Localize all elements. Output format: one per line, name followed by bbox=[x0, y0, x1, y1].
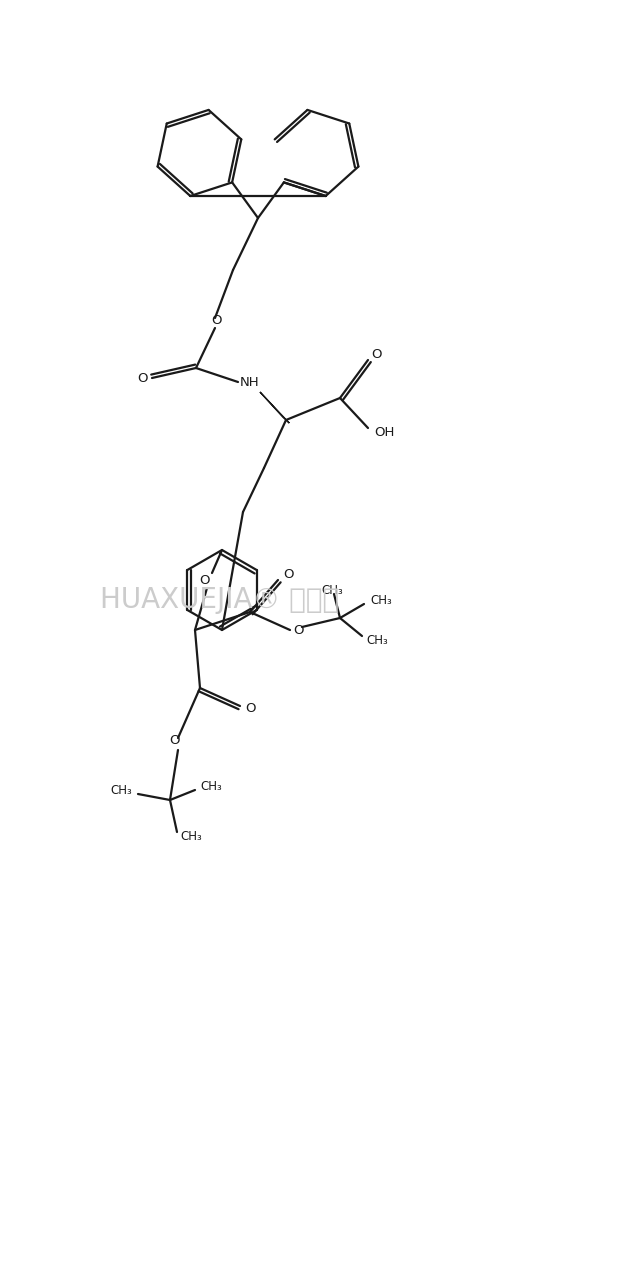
Text: CH₃: CH₃ bbox=[200, 779, 222, 792]
Text: CH₃: CH₃ bbox=[321, 584, 343, 596]
Text: O: O bbox=[137, 372, 147, 385]
Text: O: O bbox=[170, 734, 180, 748]
Text: O: O bbox=[245, 702, 255, 715]
Text: OH: OH bbox=[374, 426, 394, 440]
Text: CH₃: CH₃ bbox=[370, 594, 392, 607]
Text: O: O bbox=[293, 623, 303, 637]
Text: CH₃: CH₃ bbox=[366, 633, 388, 647]
Polygon shape bbox=[260, 392, 289, 422]
Text: CH₃: CH₃ bbox=[180, 830, 202, 842]
Text: NH: NH bbox=[240, 376, 260, 388]
Text: O: O bbox=[371, 348, 381, 362]
Text: O: O bbox=[212, 314, 222, 327]
Text: O: O bbox=[198, 575, 209, 588]
Text: HUAXUEJIA® 化学加: HUAXUEJIA® 化学加 bbox=[100, 586, 339, 614]
Text: CH₃: CH₃ bbox=[110, 783, 132, 797]
Text: O: O bbox=[283, 569, 293, 581]
